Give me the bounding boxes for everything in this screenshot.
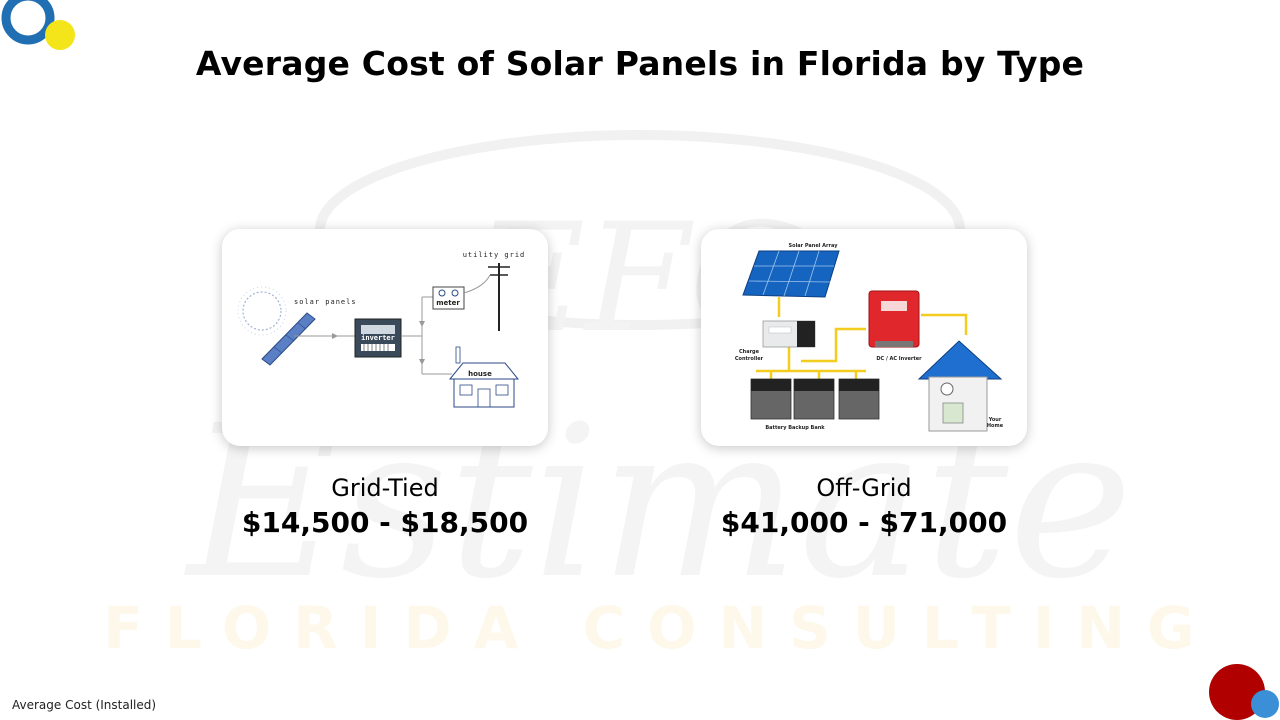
page-title: Average Cost of Solar Panels in Florida …	[195, 44, 1085, 83]
array-label: Solar Panel Array	[789, 243, 839, 249]
solar-panels-label: solar panels	[294, 298, 357, 306]
charge-controller-icon	[762, 320, 816, 348]
brand-logo-top-left	[1, 0, 75, 50]
brand-logo-bottom-right	[1209, 664, 1279, 720]
dc-ac-inverter-icon	[868, 290, 920, 348]
battery-label: Battery Backup Bank	[765, 425, 825, 431]
home-label-2: Home	[987, 423, 1004, 429]
home-icon	[917, 340, 1003, 432]
charge-controller-label-1: Charge	[739, 349, 760, 355]
inverter-icon	[354, 318, 402, 358]
meter-icon	[432, 286, 465, 310]
grid-tied-label: Grid-Tied	[331, 474, 439, 502]
footer-caption: Average Cost (Installed)	[12, 698, 157, 712]
inverter-label: inverter	[361, 334, 395, 342]
off-grid-diagram: Solar Panel Array Charge Controller DC /…	[735, 243, 1004, 432]
inverter-label-offgrid: DC / AC Inverter	[876, 356, 922, 362]
house-label: house	[468, 370, 492, 378]
grid-tied-price: $14,500 - $18,500	[241, 506, 529, 539]
grid-tied-card: solar panels inverter	[222, 229, 548, 446]
off-grid-price: $41,000 - $71,000	[720, 506, 1008, 539]
grid-tied-diagram: solar panels inverter	[237, 251, 526, 408]
house-icon	[448, 346, 520, 408]
meter-label: meter	[436, 299, 460, 307]
solar-panel-icon	[261, 312, 316, 366]
sun-icon	[237, 286, 287, 336]
battery-bank-icon	[750, 378, 880, 420]
off-grid-card: Solar Panel Array Charge Controller DC /…	[701, 229, 1027, 446]
utility-pole-icon	[463, 263, 510, 331]
home-label-1: Your	[988, 417, 1002, 423]
solar-array-icon	[742, 250, 840, 298]
charge-controller-label-2: Controller	[735, 356, 764, 362]
watermark-caption: FLORIDA CONSULTING	[103, 594, 1216, 662]
utility-grid-label: utility grid	[463, 251, 526, 259]
off-grid-label: Off-Grid	[816, 474, 912, 502]
